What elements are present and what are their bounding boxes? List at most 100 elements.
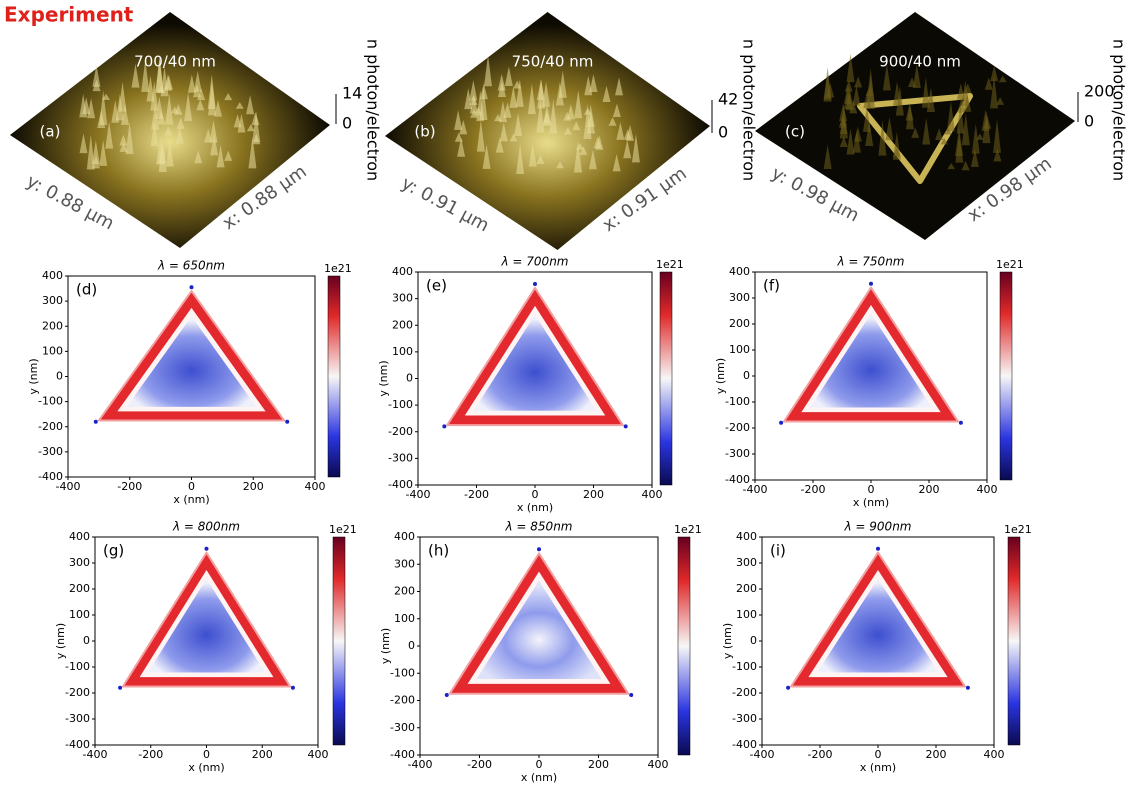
field-inner: [817, 578, 939, 673]
peak: [194, 150, 203, 164]
peak: [536, 154, 545, 164]
y-tick-label: 100: [736, 608, 757, 621]
peak: [849, 99, 858, 114]
peak: [556, 161, 565, 169]
colorbar-label: 1e21: [674, 523, 702, 536]
peak: [209, 119, 218, 143]
peak: [146, 75, 155, 102]
peak: [499, 122, 508, 142]
z-tick-label: 14: [342, 84, 362, 103]
x-tick-label: -200: [467, 758, 492, 771]
x-tick-label: 400: [984, 748, 1005, 761]
field-inner: [476, 580, 602, 679]
y-axis-label: y (nm): [379, 628, 392, 664]
field-inner: [810, 313, 932, 408]
y-tick-label: -400: [390, 748, 415, 761]
z-axis-label: n photon/electron: [1110, 39, 1129, 181]
x-tick-label: 0: [203, 748, 210, 761]
peak: [956, 104, 965, 134]
y-tick-label: 200: [394, 585, 415, 598]
peak: [905, 102, 914, 130]
colorbar: [1007, 536, 1021, 746]
y-tick-label: 200: [729, 317, 750, 330]
peak: [119, 134, 128, 146]
peak: [528, 143, 537, 167]
peak: [566, 104, 575, 120]
field-inner: [126, 316, 257, 407]
y-tick-label: 200: [42, 319, 63, 332]
colorbar: [677, 536, 691, 756]
peak: [981, 109, 990, 131]
peak: [150, 120, 159, 147]
panel-title: λ = 850nm: [505, 520, 573, 534]
x-tick-label: -400: [750, 748, 775, 761]
peak: [993, 118, 1002, 153]
y-tick-label: 0: [750, 634, 757, 647]
colorbar-label: 1e21: [329, 523, 357, 536]
tip-marker: [623, 424, 628, 429]
peak: [961, 160, 970, 171]
y-tick-label: -200: [65, 686, 90, 699]
peak: [549, 99, 558, 134]
tip-marker: [779, 420, 784, 425]
peak: [921, 77, 930, 108]
peak: [86, 134, 95, 170]
y-tick-label: -400: [38, 470, 63, 483]
panel-label: (b): [414, 123, 435, 141]
y-tick-label: 300: [69, 556, 90, 569]
peak: [454, 110, 463, 130]
peak: [252, 111, 261, 143]
peak: [996, 97, 1005, 105]
peak: [197, 88, 206, 101]
peak: [208, 81, 217, 116]
x-tick-label: 0: [188, 480, 195, 493]
tip-marker: [93, 419, 98, 424]
colorbar: [332, 536, 346, 746]
y-tick-label: -200: [390, 694, 415, 707]
x-axis-label: x (nm): [188, 761, 224, 774]
y-tick-label: 0: [408, 639, 415, 652]
panel-label: (a): [40, 123, 61, 141]
peak: [935, 128, 944, 140]
panel-title: 750/40 nm: [512, 53, 594, 71]
y-tick-label: -300: [388, 451, 413, 464]
peak: [97, 109, 106, 129]
peak: [105, 121, 114, 149]
y-tick-label: -200: [725, 421, 750, 434]
tip-marker: [869, 281, 873, 286]
peak: [469, 80, 478, 101]
peak: [457, 137, 466, 157]
peak: [509, 86, 518, 108]
panel-label: (h): [428, 542, 449, 560]
y-tick-label: 400: [729, 265, 750, 278]
y-tick-label: -300: [725, 447, 750, 460]
peak: [844, 90, 853, 109]
peak: [865, 121, 874, 147]
panel-label: (i): [770, 542, 786, 560]
peak: [516, 143, 525, 174]
z-axis-label: n photon/electron: [364, 39, 383, 181]
peak: [907, 77, 916, 87]
peak: [852, 85, 861, 106]
peak: [504, 66, 513, 87]
peak: [853, 126, 862, 142]
peak: [846, 128, 855, 155]
peak: [844, 80, 853, 92]
peak: [612, 153, 621, 172]
peak: [527, 83, 536, 115]
peak: [882, 63, 891, 91]
peak: [892, 131, 901, 160]
y-axis-label: y (nm): [714, 358, 727, 394]
x-tick-label: -400: [83, 748, 108, 761]
field-inner: [147, 578, 266, 673]
peak: [193, 70, 202, 92]
peak: [459, 119, 468, 135]
peak: [92, 79, 101, 92]
z-tick-label: 0: [1084, 112, 1094, 131]
peak: [998, 75, 1007, 83]
peak: [79, 133, 88, 154]
peak: [602, 85, 611, 103]
panel-title: λ = 700nm: [501, 255, 569, 269]
peak: [839, 136, 848, 147]
field-inner: [473, 314, 597, 411]
